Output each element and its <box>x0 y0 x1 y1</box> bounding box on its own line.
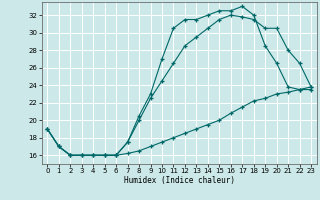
X-axis label: Humidex (Indice chaleur): Humidex (Indice chaleur) <box>124 176 235 185</box>
